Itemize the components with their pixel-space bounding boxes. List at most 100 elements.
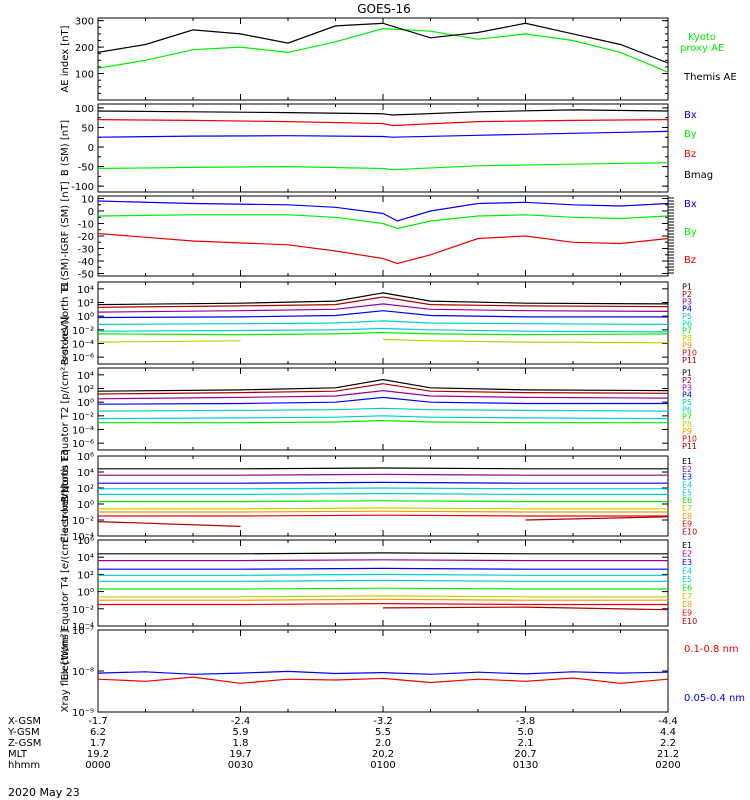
y-axis-label: B (SM) [nT] [60, 120, 71, 176]
legend-E8: E8 [682, 512, 692, 521]
legend-E3: E3 [682, 473, 692, 482]
y-tick-label: 10⁴ [77, 468, 94, 479]
series-P5 [97, 407, 669, 412]
series-E1 [98, 467, 668, 470]
y-tick-label: 10⁻⁸ [72, 667, 94, 678]
series-E4 [98, 487, 668, 490]
legend-E10: E10 [682, 617, 697, 626]
legend-Bz: Bz [684, 255, 696, 266]
legend-E5: E5 [682, 488, 692, 497]
legend-Bx: Bx [684, 199, 697, 210]
series-E2 [98, 473, 668, 476]
legend-P5: P5 [682, 398, 692, 407]
legend-Bz: Bz [684, 149, 696, 160]
series-P5 [97, 320, 669, 325]
orbit-row-label: MLT [8, 749, 28, 760]
legend-Bmag: Bmag [684, 170, 713, 181]
legend-P4: P4 [682, 305, 692, 314]
y-tick-label: 10⁻⁶ [72, 353, 94, 364]
legend-kyoto-line1: Kyoto [688, 32, 716, 43]
y-tick-label: 10⁰ [77, 500, 94, 511]
legend-E8: E8 [682, 600, 692, 609]
orbit-row-label: X-GSM [8, 716, 41, 727]
orbit-cell: -3.2 [373, 716, 393, 727]
legend-E6: E6 [682, 496, 692, 505]
series-E2 [98, 559, 668, 562]
series-P2 [97, 296, 669, 308]
series-E6 [98, 500, 668, 503]
series-Bx [97, 130, 669, 138]
legend-P9: P9 [682, 341, 692, 350]
series-P1 [97, 292, 669, 306]
y-tick-label: 10⁰ [77, 398, 94, 409]
series-E10 [525, 516, 669, 521]
orbit-cell: 19.7 [229, 749, 251, 760]
legend-E9: E9 [682, 609, 692, 618]
legend-P10: P10 [682, 349, 697, 358]
panel-frame [97, 17, 669, 101]
legend-P6: P6 [682, 405, 692, 414]
orbit-cell: 0100 [370, 760, 395, 771]
orbit-cell: 2.1 [518, 738, 534, 749]
y-tick-label: 10⁻⁴ [72, 340, 94, 351]
y-tick-label: 0 [88, 207, 94, 218]
series-P8 [97, 340, 241, 343]
legend-P3: P3 [682, 297, 692, 306]
y-tick-label: 10⁶ [77, 452, 94, 463]
orbit-cell: 4.4 [660, 727, 676, 738]
legend-P6: P6 [682, 319, 692, 328]
legend-P9: P9 [682, 427, 692, 436]
legend-E7: E7 [682, 504, 692, 513]
panel-frame [97, 103, 669, 193]
legend-P3: P3 [682, 383, 692, 392]
y-tick-label: 10² [77, 570, 94, 581]
series-P7 [98, 419, 668, 424]
y-tick-label: 10 [81, 195, 94, 206]
y-tick-label: 10⁻⁶ [72, 439, 94, 450]
y-tick-label: 10⁴ [77, 371, 94, 382]
y-tick-label: 100 [75, 104, 94, 115]
legend-Bx: Bx [684, 110, 697, 121]
legend-P2: P2 [682, 376, 692, 385]
y-axis-label: B (SM)-IGRF (SM) [nT] [60, 181, 71, 290]
legend-E10: E10 [682, 528, 697, 537]
y-tick-label: 10⁻⁴ [72, 532, 94, 543]
legend-E2: E2 [682, 465, 692, 474]
y-tick-label: 10⁻⁹ [72, 708, 94, 719]
series-E6 [98, 587, 668, 590]
legend-E7: E7 [682, 592, 692, 601]
y-tick-label: -30 [78, 245, 94, 256]
legend-E2: E2 [682, 550, 692, 559]
y-tick-label: 10⁻⁴ [72, 426, 94, 437]
series-E10 [97, 521, 241, 527]
series-E5 [98, 492, 668, 495]
orbit-cell: 0200 [655, 760, 680, 771]
legend-By: By [684, 129, 697, 140]
orbit-cell: 5.9 [233, 727, 249, 738]
orbit-cell: 0130 [513, 760, 538, 771]
panel-frame [97, 195, 669, 277]
y-axis-label: AE index [nT] [60, 25, 71, 92]
series-E7 [98, 595, 668, 598]
panel-frame [97, 367, 669, 451]
legend-E6: E6 [682, 583, 692, 592]
series-P4 [97, 310, 668, 319]
y-axis-label: Protons Equator T2 [p/(cm²-s-sr-keV)] [60, 316, 71, 503]
series-P1 [97, 378, 669, 392]
y-tick-label: 50 [81, 123, 94, 134]
legend-P4: P4 [682, 391, 692, 400]
series-Bx [97, 200, 669, 222]
orbit-cell: 20.2 [372, 749, 394, 760]
series-E10 [382, 606, 669, 611]
series-P3 [97, 389, 669, 400]
series-P7 [97, 331, 669, 336]
series-E8 [98, 510, 668, 513]
legend-E4: E4 [682, 480, 692, 489]
series-P6 [97, 327, 669, 333]
